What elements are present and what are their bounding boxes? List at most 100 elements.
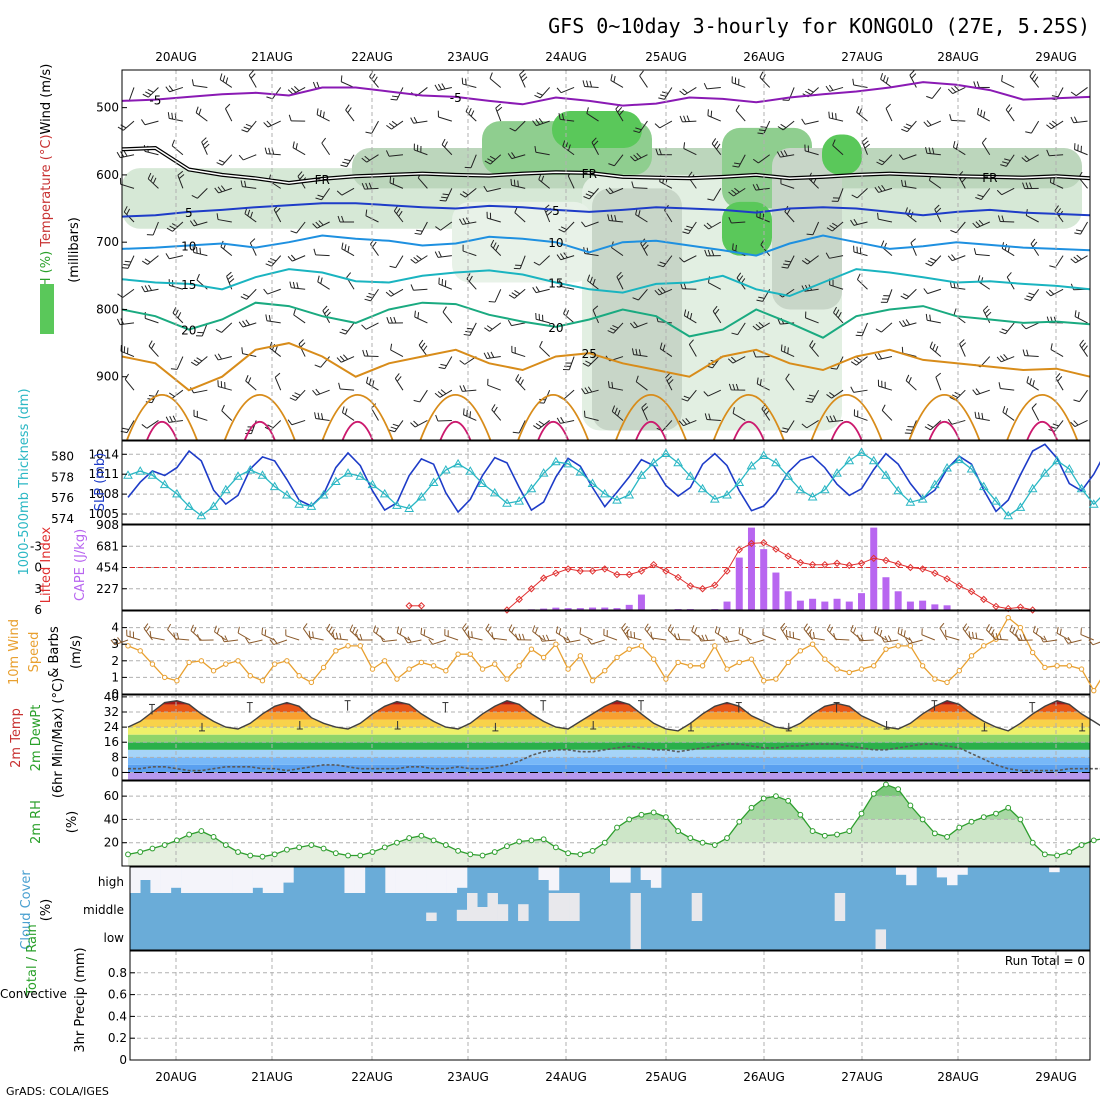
- cape-bar: [931, 604, 939, 610]
- wind-barb: [976, 221, 990, 229]
- cloud-frame: [129, 866, 1091, 951]
- wind-barb-flag: [145, 626, 151, 632]
- wind-barb: [708, 282, 722, 290]
- wind-barb-flag: [268, 314, 271, 322]
- rh-ylabel-2: (%): [65, 811, 80, 834]
- li-point: [503, 606, 511, 614]
- rh2m-point: [504, 843, 510, 850]
- wind-barb: [150, 636, 165, 641]
- wind-barb: [712, 310, 722, 324]
- bottom-date-label: 27AUG: [841, 1070, 883, 1084]
- wind-barb-flag: [618, 275, 624, 281]
- wind-barb: [853, 221, 868, 226]
- wind10-point: [1078, 666, 1085, 672]
- cloud-ylabel-2: (%): [39, 899, 54, 922]
- wind-barb: [1050, 288, 1064, 297]
- wind-barb-flag: [196, 357, 203, 362]
- wind-barb-flag: [413, 257, 419, 262]
- wind-barb-flag: [756, 299, 763, 302]
- wind-barb-flag: [658, 97, 665, 100]
- wind-barb-flag: [660, 94, 667, 97]
- cape-bar: [747, 527, 755, 610]
- li-ylabel: Lifted Index: [39, 526, 54, 603]
- wind-barb: [810, 637, 825, 641]
- thickness-point: [612, 495, 622, 504]
- wind-barb-flag: [728, 383, 732, 391]
- wind-barb: [511, 351, 526, 358]
- wind-barb: [539, 87, 551, 99]
- rh2m-point: [320, 845, 327, 852]
- wind-barb-flag: [736, 272, 742, 279]
- wind-barb: [976, 389, 990, 396]
- cloud-cell: [221, 867, 233, 893]
- wind-barb: [321, 142, 331, 156]
- cloud-cell: [385, 867, 396, 893]
- rh2m-point: [944, 833, 950, 840]
- wind-barb-flag: [555, 626, 559, 633]
- isotherm-30-lobe: [126, 394, 198, 441]
- wind-barb-flag: [923, 288, 928, 294]
- wind-barb: [1024, 355, 1039, 358]
- wind-barb: [651, 637, 666, 641]
- thickness-point: [624, 489, 635, 499]
- rh2m-point: [858, 810, 865, 817]
- wind-barb: [535, 288, 550, 294]
- wind-barb: [885, 108, 893, 122]
- run-total-label: Run Total = 0: [1005, 954, 1085, 968]
- wind-barb: [439, 389, 453, 398]
- wind-barb: [832, 144, 844, 156]
- cape-bar: [784, 591, 792, 610]
- temp-band: [128, 764, 1090, 773]
- wind-barb: [635, 381, 648, 391]
- wind-barb-flag: [804, 257, 811, 263]
- isotherm-30-lobe: [615, 394, 687, 441]
- wind-barb-flag: [610, 74, 613, 81]
- wind-barb-flag: [468, 275, 473, 282]
- wind-barb-flag: [466, 327, 474, 330]
- li-point: [649, 560, 658, 569]
- isotherm-line: [121, 342, 1091, 392]
- wind-barb-flag: [462, 623, 467, 629]
- wind-barb-flag: [714, 308, 720, 315]
- wind10-point: [320, 664, 327, 671]
- wind-barb: [440, 221, 453, 231]
- wind-barb: [909, 74, 917, 88]
- wind-barb-flag: [901, 128, 908, 133]
- wind-barb: [564, 221, 575, 233]
- wind-barb-flag: [347, 245, 350, 253]
- wind-barb: [609, 220, 624, 223]
- wind-barb: [470, 154, 477, 168]
- wind-barb: [147, 255, 159, 265]
- rh-shading: [552, 111, 642, 148]
- wind-tick-label: 0: [111, 687, 119, 701]
- wind-barb-flag: [266, 120, 272, 126]
- wind-barb: [853, 389, 868, 393]
- wind-barb: [939, 627, 948, 641]
- wind-barb-flag: [826, 394, 832, 399]
- wind-barb-flag: [390, 98, 397, 101]
- wind-barb-flag: [952, 141, 956, 148]
- wind10-point: [956, 668, 962, 674]
- wind-barb-flag: [935, 207, 942, 213]
- wind-barb-flag: [589, 276, 593, 283]
- upper-air-ylabel-part-1: Temperature (°C): [39, 134, 54, 247]
- rh2m-point: [870, 790, 877, 797]
- wind-barb-flag: [1046, 149, 1050, 156]
- rh2m-point: [479, 852, 486, 859]
- rh2m-point: [345, 852, 351, 859]
- wind-barb-flag: [1006, 272, 1012, 278]
- bottom-date-label: 28AUG: [937, 1070, 979, 1084]
- rh2m-point: [528, 837, 535, 844]
- rh2m-point: [1041, 851, 1048, 858]
- pressure-tick-label: 800: [96, 302, 119, 316]
- wind-barb-flag: [192, 246, 195, 253]
- wind-barb-flag: [683, 115, 687, 122]
- wind-barb-flag: [757, 132, 764, 135]
- wind-barb-flag: [485, 623, 490, 630]
- wind-barb-flag: [512, 431, 520, 434]
- wind-barb-flag: [364, 155, 370, 161]
- wind-barb: [591, 142, 599, 155]
- wind-barb-flag: [932, 343, 936, 350]
